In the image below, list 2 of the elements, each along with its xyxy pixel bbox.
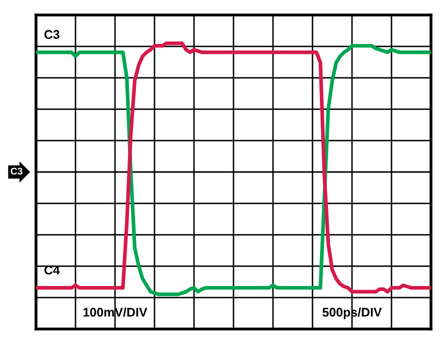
series-label: C3 (44, 30, 60, 39)
text: C3 (10, 168, 22, 175)
